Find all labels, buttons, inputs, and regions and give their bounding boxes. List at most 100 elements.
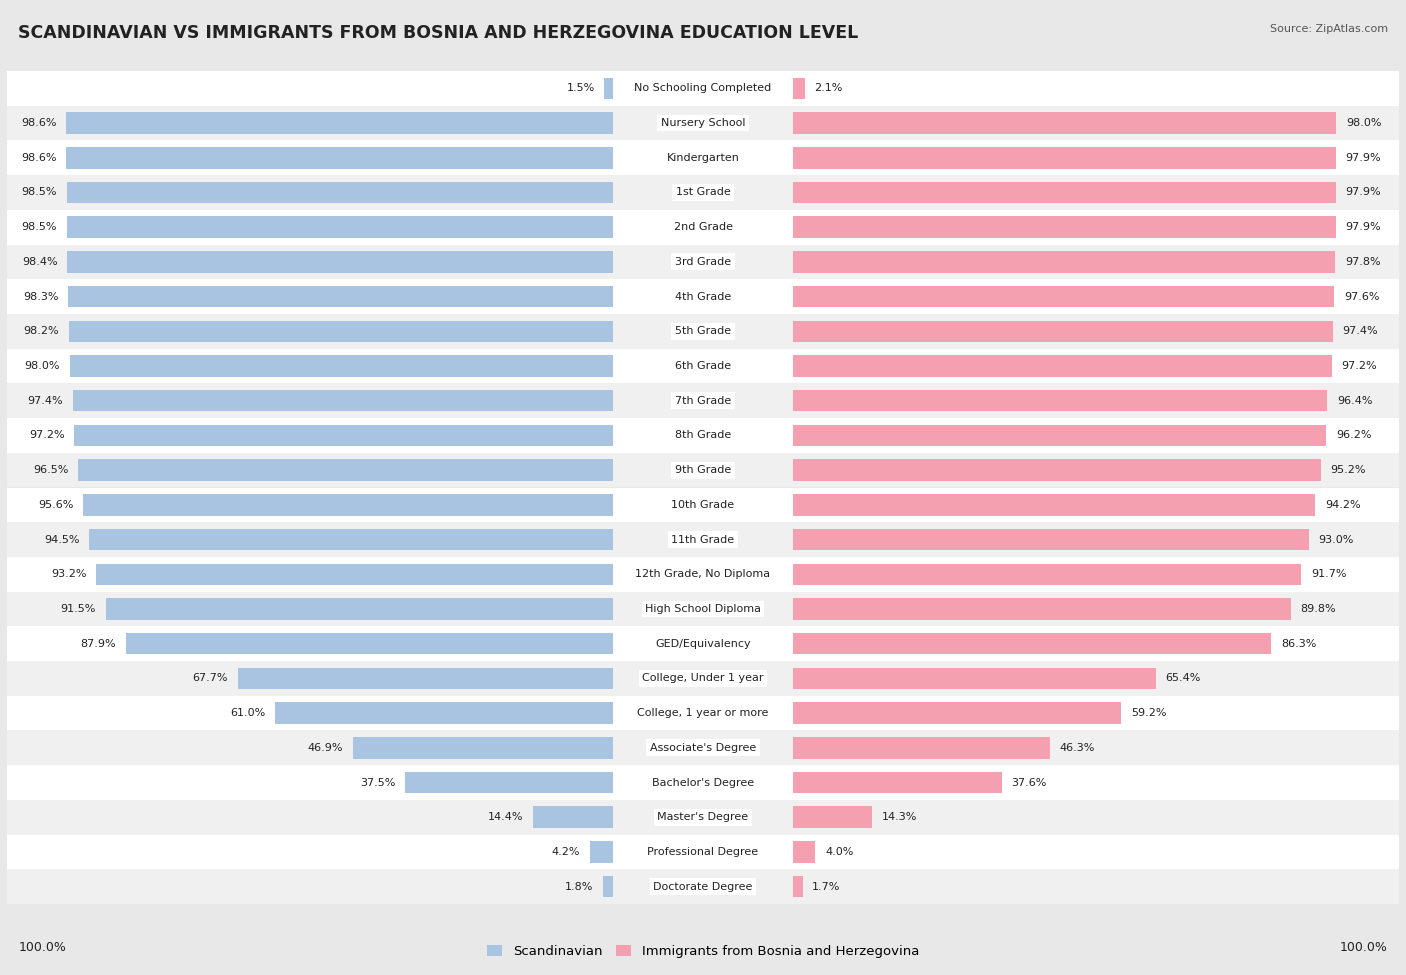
Text: 97.6%: 97.6% xyxy=(1344,292,1379,301)
Text: Master's Degree: Master's Degree xyxy=(658,812,748,822)
Bar xyxy=(67,181,613,203)
Bar xyxy=(7,488,1399,523)
Bar xyxy=(533,806,613,828)
Bar xyxy=(7,800,1399,835)
Text: No Schooling Completed: No Schooling Completed xyxy=(634,83,772,94)
Bar xyxy=(793,252,1336,273)
Text: 94.5%: 94.5% xyxy=(44,534,79,545)
Bar xyxy=(793,702,1122,723)
Bar xyxy=(793,459,1320,481)
Bar xyxy=(77,459,613,481)
Legend: Scandinavian, Immigrants from Bosnia and Herzegovina: Scandinavian, Immigrants from Bosnia and… xyxy=(481,940,925,963)
Text: Kindergarten: Kindergarten xyxy=(666,153,740,163)
Bar xyxy=(793,806,873,828)
Bar xyxy=(793,528,1309,550)
Bar xyxy=(793,147,1336,169)
Text: 93.2%: 93.2% xyxy=(51,569,87,579)
Bar xyxy=(67,252,613,273)
Text: 91.5%: 91.5% xyxy=(60,604,96,614)
Bar xyxy=(793,668,1156,689)
Bar xyxy=(7,314,1399,349)
Bar xyxy=(83,494,613,516)
Bar xyxy=(793,321,1333,342)
Bar xyxy=(7,210,1399,245)
Bar xyxy=(7,383,1399,418)
Text: 11th Grade: 11th Grade xyxy=(672,534,734,545)
Bar xyxy=(67,286,613,307)
Bar xyxy=(793,876,803,897)
Bar xyxy=(7,418,1399,452)
Bar xyxy=(75,425,613,447)
Text: 98.3%: 98.3% xyxy=(22,292,58,301)
Bar xyxy=(793,599,1291,620)
Bar xyxy=(66,147,613,169)
Bar xyxy=(7,349,1399,383)
Bar xyxy=(603,876,613,897)
Bar xyxy=(7,835,1399,870)
Bar xyxy=(589,841,613,863)
Bar xyxy=(105,599,613,620)
Text: 97.8%: 97.8% xyxy=(1346,256,1381,267)
Text: College, 1 year or more: College, 1 year or more xyxy=(637,708,769,719)
Text: 1.5%: 1.5% xyxy=(567,83,595,94)
Bar xyxy=(7,452,1399,488)
Text: 97.4%: 97.4% xyxy=(28,396,63,406)
Bar xyxy=(793,633,1271,654)
Bar xyxy=(274,702,613,723)
Bar xyxy=(7,870,1399,904)
Text: 37.5%: 37.5% xyxy=(360,777,395,788)
Text: 95.6%: 95.6% xyxy=(38,500,73,510)
Text: 4th Grade: 4th Grade xyxy=(675,292,731,301)
Text: 7th Grade: 7th Grade xyxy=(675,396,731,406)
Text: 67.7%: 67.7% xyxy=(193,674,228,683)
Text: Source: ZipAtlas.com: Source: ZipAtlas.com xyxy=(1270,24,1388,34)
Text: High School Diploma: High School Diploma xyxy=(645,604,761,614)
Text: GED/Equivalency: GED/Equivalency xyxy=(655,639,751,648)
Bar xyxy=(793,181,1336,203)
Text: 98.6%: 98.6% xyxy=(21,118,56,128)
Text: Bachelor's Degree: Bachelor's Degree xyxy=(652,777,754,788)
Text: 86.3%: 86.3% xyxy=(1281,639,1316,648)
Text: 98.6%: 98.6% xyxy=(21,153,56,163)
Bar xyxy=(353,737,613,759)
Text: 97.9%: 97.9% xyxy=(1346,222,1381,232)
Bar xyxy=(793,78,804,99)
Bar xyxy=(7,71,1399,105)
Text: SCANDINAVIAN VS IMMIGRANTS FROM BOSNIA AND HERZEGOVINA EDUCATION LEVEL: SCANDINAVIAN VS IMMIGRANTS FROM BOSNIA A… xyxy=(18,24,859,42)
Bar xyxy=(7,730,1399,765)
Text: 93.0%: 93.0% xyxy=(1319,534,1354,545)
Bar xyxy=(793,390,1327,411)
Text: 98.0%: 98.0% xyxy=(1346,118,1382,128)
Bar xyxy=(66,112,613,134)
Text: 14.3%: 14.3% xyxy=(882,812,918,822)
Text: 87.9%: 87.9% xyxy=(80,639,115,648)
Bar xyxy=(7,176,1399,210)
Bar xyxy=(7,523,1399,557)
Bar xyxy=(67,216,613,238)
Text: 1.7%: 1.7% xyxy=(813,881,841,892)
Bar xyxy=(89,528,613,550)
Text: 89.8%: 89.8% xyxy=(1301,604,1336,614)
Bar xyxy=(7,105,1399,140)
Text: 91.7%: 91.7% xyxy=(1310,569,1347,579)
Text: 6th Grade: 6th Grade xyxy=(675,361,731,371)
Bar xyxy=(605,78,613,99)
Bar xyxy=(7,661,1399,696)
Text: College, Under 1 year: College, Under 1 year xyxy=(643,674,763,683)
Bar xyxy=(238,668,613,689)
Text: 94.2%: 94.2% xyxy=(1324,500,1361,510)
Bar xyxy=(793,772,1001,794)
Bar xyxy=(7,140,1399,175)
Text: 97.2%: 97.2% xyxy=(1341,361,1378,371)
Bar xyxy=(793,286,1334,307)
Text: 4.0%: 4.0% xyxy=(825,847,853,857)
Bar xyxy=(793,425,1326,447)
Text: 2.1%: 2.1% xyxy=(814,83,844,94)
Bar xyxy=(96,564,613,585)
Text: Nursery School: Nursery School xyxy=(661,118,745,128)
Bar xyxy=(793,494,1315,516)
Text: 12th Grade, No Diploma: 12th Grade, No Diploma xyxy=(636,569,770,579)
Text: 97.9%: 97.9% xyxy=(1346,153,1381,163)
Text: 97.2%: 97.2% xyxy=(28,430,65,441)
Text: 10th Grade: 10th Grade xyxy=(672,500,734,510)
